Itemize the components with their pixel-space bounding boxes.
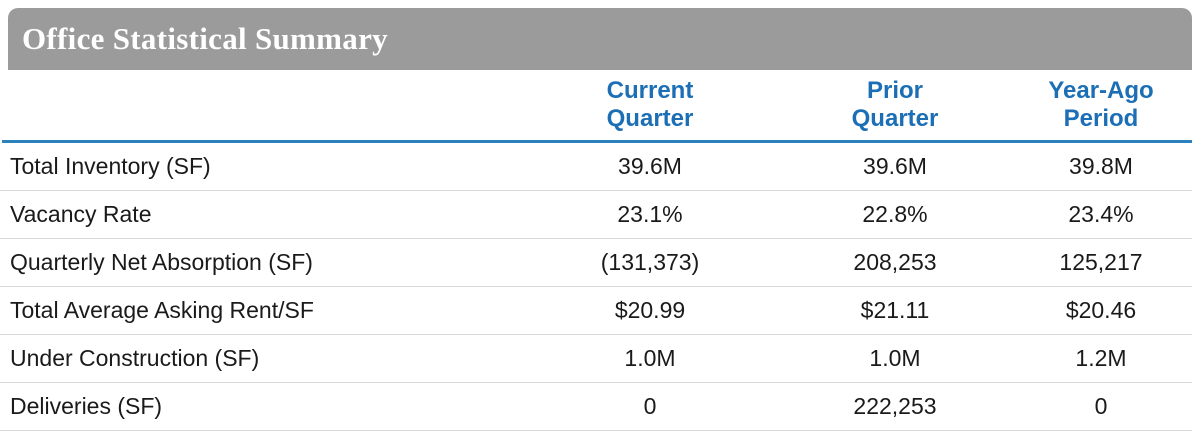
row-label: Total Average Asking Rent/SF [10,297,314,323]
row-label: Vacancy Rate [10,201,152,227]
table-row-vacancy-rate: Vacancy Rate 23.1% 22.8% 23.4% [0,191,1192,239]
column-header-year-ago-period: Year-Ago Period [1048,77,1154,132]
row-label: Quarterly Net Absorption (SF) [10,249,313,275]
table-row-total-average-asking-rent: Total Average Asking Rent/SF $20.99 $21.… [0,287,1192,335]
table-row-deliveries: Deliveries (SF) 0 222,253 0 [0,383,1192,431]
row-label: Deliveries (SF) [10,393,163,419]
column-header-prior-quarter: Prior Quarter [851,77,939,132]
cell-value: 39.8M [1069,153,1133,179]
cell-value: 208,253 [853,249,937,275]
cell-value: 23.1% [617,201,683,227]
header-divider-rule [2,140,1192,143]
column-header-current-quarter: Current Quarter [606,77,694,132]
cell-value: (131,373) [600,249,700,275]
cell-value: 0 [1094,393,1108,419]
row-label: Under Construction (SF) [10,345,260,371]
table-header-row: Current Quarter Prior Quarter Year-Ago P… [0,70,1192,140]
cell-value: 39.6M [863,153,927,179]
cell-value: 1.0M [869,345,921,371]
cell-value: 1.2M [1075,345,1127,371]
summary-table: Current Quarter Prior Quarter Year-Ago P… [0,70,1192,431]
title-bar: Office Statistical Summary [8,8,1192,70]
table-row-quarterly-net-absorption: Quarterly Net Absorption (SF) (131,373) … [0,239,1192,287]
cell-value: 39.6M [618,153,682,179]
cell-value: 0 [643,393,657,419]
table-row-under-construction: Under Construction (SF) 1.0M 1.0M 1.2M [0,335,1192,383]
cell-value: $21.11 [860,297,930,323]
cell-value: 23.4% [1068,201,1134,227]
cell-value: $20.99 [614,297,686,323]
cell-value: $20.46 [1065,297,1137,323]
cell-value: 222,253 [853,393,937,419]
cell-value: 125,217 [1059,249,1143,275]
cell-value: 22.8% [862,201,928,227]
table-row-total-inventory: Total Inventory (SF) 39.6M 39.6M 39.8M [0,143,1192,191]
page-title: Office Statistical Summary [22,21,388,56]
row-label: Total Inventory (SF) [10,153,211,179]
cell-value: 1.0M [624,345,676,371]
